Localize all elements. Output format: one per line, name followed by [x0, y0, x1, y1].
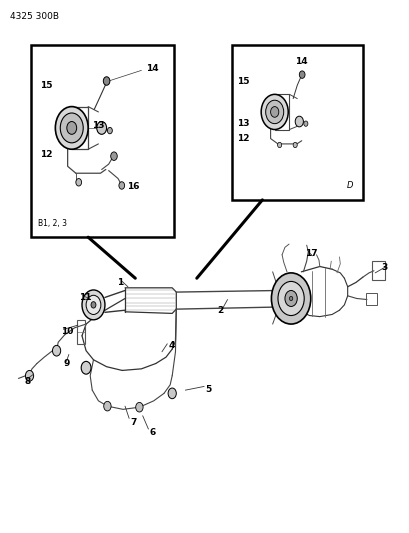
- Circle shape: [119, 182, 124, 189]
- Text: 4325 300B: 4325 300B: [10, 12, 59, 21]
- Text: 2: 2: [217, 306, 223, 314]
- Circle shape: [110, 152, 117, 160]
- Text: 3: 3: [380, 263, 387, 272]
- Circle shape: [91, 302, 96, 308]
- Circle shape: [86, 295, 101, 314]
- Text: 11: 11: [79, 293, 91, 302]
- Text: 15: 15: [40, 81, 52, 90]
- Circle shape: [299, 71, 304, 78]
- Text: 14: 14: [145, 64, 158, 72]
- Text: 13: 13: [236, 119, 249, 128]
- Circle shape: [52, 345, 61, 356]
- Text: 4: 4: [168, 341, 174, 350]
- Circle shape: [289, 296, 292, 301]
- Text: 10: 10: [61, 327, 73, 336]
- Circle shape: [284, 290, 297, 306]
- Circle shape: [25, 370, 34, 381]
- Text: B1, 2, 3: B1, 2, 3: [38, 219, 67, 228]
- Circle shape: [81, 361, 91, 374]
- Circle shape: [292, 142, 297, 148]
- Text: 15: 15: [236, 77, 249, 85]
- Text: 12: 12: [40, 150, 52, 159]
- Bar: [231, 45, 362, 200]
- Circle shape: [135, 402, 143, 412]
- Text: 7: 7: [130, 418, 137, 426]
- Text: 5: 5: [204, 385, 211, 393]
- Circle shape: [103, 77, 110, 85]
- Circle shape: [277, 281, 303, 316]
- Circle shape: [294, 116, 303, 127]
- Circle shape: [265, 100, 283, 124]
- Circle shape: [97, 122, 106, 134]
- Text: 12: 12: [236, 134, 249, 143]
- Bar: [371, 261, 384, 280]
- Text: 14: 14: [294, 57, 307, 66]
- Circle shape: [60, 113, 83, 143]
- Circle shape: [270, 107, 278, 117]
- Text: 17: 17: [305, 249, 317, 257]
- Circle shape: [261, 94, 288, 130]
- Text: 1: 1: [117, 278, 123, 287]
- Circle shape: [303, 121, 307, 126]
- Text: 13: 13: [92, 121, 104, 130]
- Circle shape: [67, 122, 76, 134]
- Bar: [365, 293, 376, 305]
- Text: 6: 6: [149, 429, 155, 437]
- Bar: [31, 45, 174, 237]
- Circle shape: [82, 290, 105, 320]
- Circle shape: [55, 107, 88, 149]
- Circle shape: [103, 401, 111, 411]
- Circle shape: [277, 142, 281, 148]
- Circle shape: [76, 179, 81, 186]
- Text: D: D: [346, 181, 352, 190]
- Text: 16: 16: [127, 182, 139, 191]
- Text: 9: 9: [63, 359, 70, 368]
- Circle shape: [168, 388, 176, 399]
- Circle shape: [271, 273, 310, 324]
- Circle shape: [107, 127, 112, 134]
- Bar: [77, 320, 85, 344]
- Text: 8: 8: [25, 377, 31, 385]
